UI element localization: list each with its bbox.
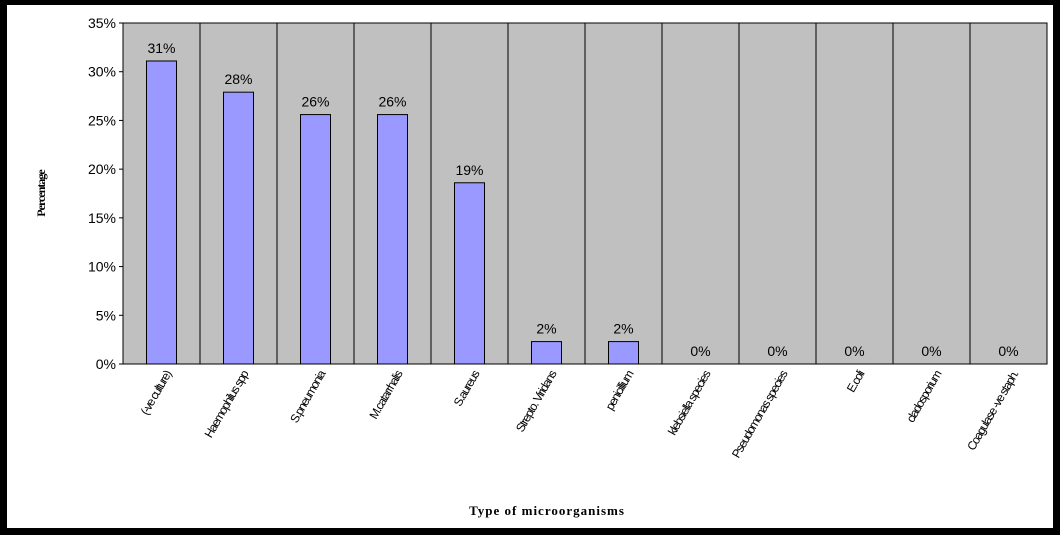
y-tick-label: 15% [88,210,116,226]
bar [146,60,177,365]
category-gridlines [199,23,971,364]
data-label: 28% [224,71,252,87]
category-label: Strepto. Viridans [513,367,560,434]
bar [300,114,331,365]
data-label: 0% [921,343,941,359]
category-label: (-ve culture) [138,367,175,417]
category-label: E.coli [844,368,867,395]
y-tick-label: 10% [88,259,116,275]
chart-area: 0% 5% 10% 15% 20% 25% 30% 35% 31% 28% 26% 26% 19% 2%… [6,4,1054,529]
data-label: 0% [690,343,710,359]
data-label: 26% [378,94,406,110]
data-label: 2% [536,321,556,337]
y-tick-label: 20% [88,161,116,177]
x-axis-title: Type of microorganisms [469,503,625,518]
bar-chart: 0% 5% 10% 15% 20% 25% 30% 35% 31% 28% 26% 26% 19% 2%… [34,15,1048,518]
category-labels: (-ve culture) Haemophilus spp S.pneumonia M… [138,367,1022,460]
y-tick-label: 25% [88,112,116,128]
category-label: Haemophilus spp [202,367,252,440]
data-label: 26% [301,94,329,110]
y-axis-title: Percentage [34,169,48,217]
data-label: 0% [998,343,1018,359]
data-label: 19% [455,162,483,178]
data-label: 0% [767,343,787,359]
y-tick-label: 0% [96,356,116,372]
data-label: 2% [613,321,633,337]
category-label: S.aureus [451,367,483,408]
bar [608,341,639,365]
category-label: Coagulase -ve staph. [964,368,1021,453]
category-label: penicillium [603,367,637,412]
y-tick-label: 35% [88,15,116,31]
category-label: M.catarrhalis [366,367,405,421]
bar [377,114,408,365]
bar [223,91,254,365]
category-label: cladosporium [903,367,944,424]
category-label: klebsiella species [665,367,714,437]
bar [454,182,485,365]
y-tick-label: 30% [88,64,116,80]
y-axis-ticks: 0% 5% 10% 15% 20% 25% 30% 35% [88,15,123,372]
data-label: 0% [844,343,864,359]
y-tick-label: 5% [96,307,116,323]
data-label: 31% [147,40,175,56]
category-label: S.pneumonia [287,367,329,425]
bar [531,341,562,365]
bars [146,60,639,365]
data-labels: 31% 28% 26% 26% 19% 2% 2% 0% 0% 0% 0% 0% [147,40,1018,359]
category-label: Pseudomonas species [729,367,791,460]
